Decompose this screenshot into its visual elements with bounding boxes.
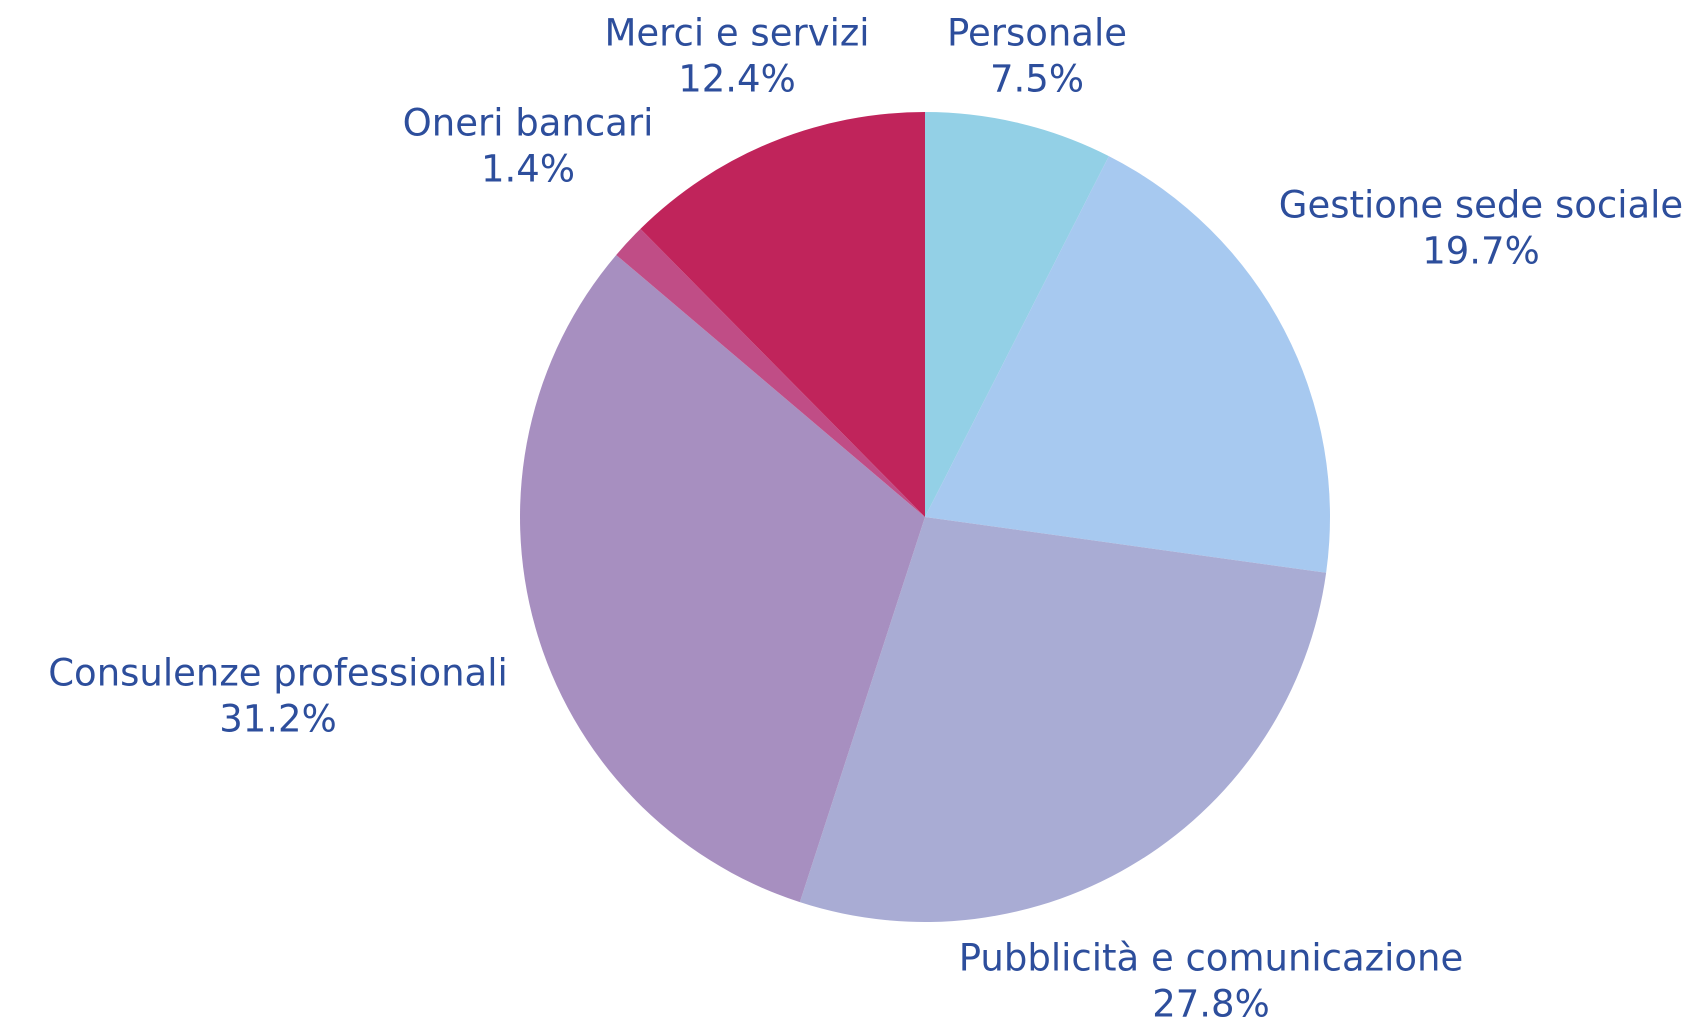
slice-label: Consulenze professionali	[48, 652, 508, 695]
slice-value-label: 7.5%	[990, 58, 1084, 101]
slice-value-label: 12.4%	[678, 58, 796, 101]
slice-label: Oneri bancari	[403, 102, 654, 145]
slice-label: Pubblicità e comunicazione	[959, 937, 1464, 980]
pie-slice	[616, 228, 925, 517]
slice-value-label: 19.7%	[1422, 230, 1540, 273]
slice-label: Merci e servizi	[604, 12, 869, 55]
pie-slice	[925, 112, 1109, 517]
slice-label: Personale	[947, 12, 1127, 55]
slice-value-label: 31.2%	[219, 698, 337, 741]
pie-slice	[925, 156, 1330, 573]
pie-slice	[519, 254, 925, 903]
slice-value-label: 27.8%	[1152, 983, 1270, 1020]
slice-label: Gestione sede sociale	[1279, 184, 1683, 227]
pie-slice	[640, 112, 925, 517]
slice-value-label: 1.4%	[481, 148, 575, 191]
pie-slice	[799, 517, 1327, 922]
